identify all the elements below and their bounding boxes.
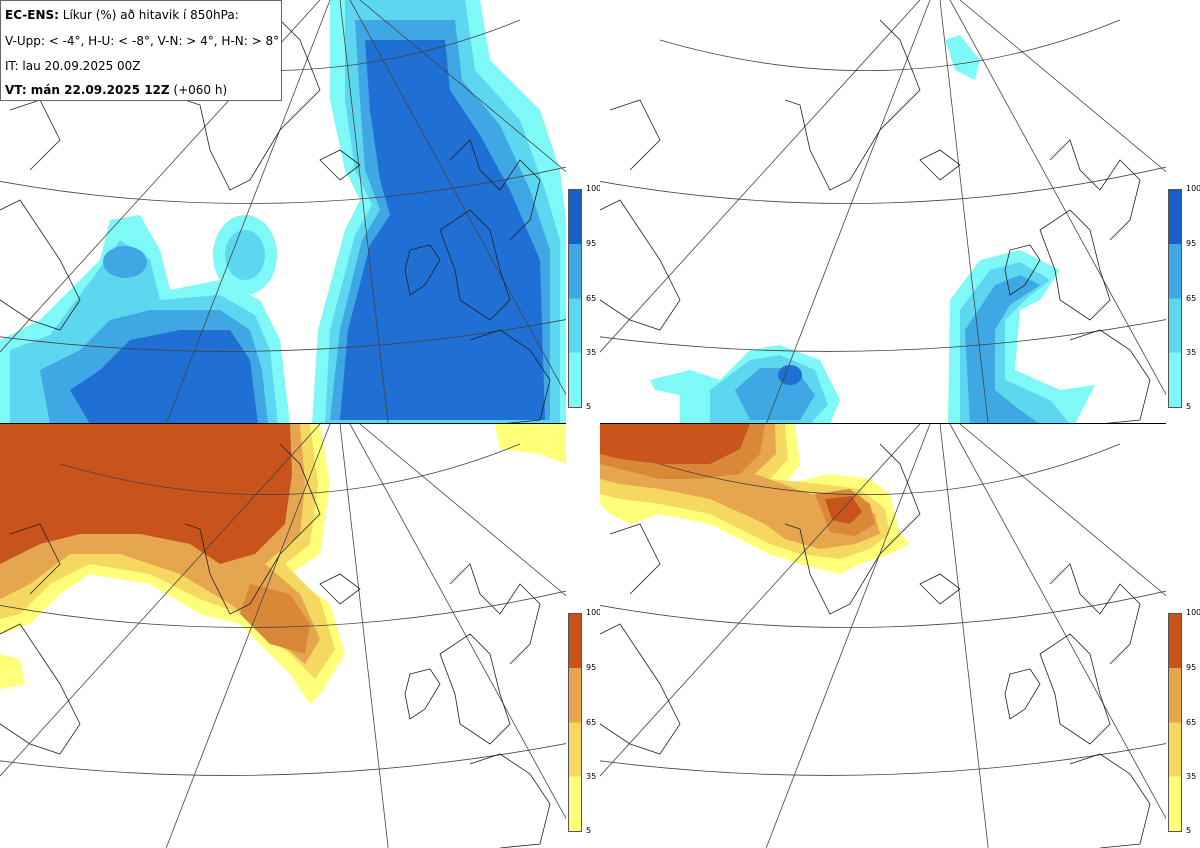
map-panel-top-right: 100 95 65 35 5 (600, 0, 1200, 424)
colorbar-tick: 65 (1186, 718, 1197, 727)
init-time: IT: lau 20.09.2025 00Z (5, 59, 141, 73)
panel-divider (0, 423, 566, 424)
colorbar (1168, 189, 1182, 408)
map-panel-top-left: 100 95 65 35 5 EC-ENS: Líkur (%) að hita… (0, 0, 601, 424)
colorbar-tick: 65 (1186, 294, 1197, 303)
coastlines (600, 443, 1151, 848)
colorbar-tick: 35 (586, 348, 597, 357)
title-line: EC-ENS: Líkur (%) að hitavik í 850hPa: (5, 8, 239, 22)
colorbar-tick: 65 (586, 718, 597, 727)
colorbar-tick: 95 (1186, 239, 1197, 248)
map-canvas (0, 0, 566, 424)
colorbar-tick: 35 (1186, 348, 1197, 357)
probability-field (600, 424, 910, 574)
colorbar-tick: 100 (1186, 608, 1200, 617)
model-name: EC-ENS: (5, 8, 59, 22)
threshold-line: V-Upp: < -4°, H-U: < -8°, V-N: > 4°, H-N… (5, 34, 280, 48)
colorbar (568, 613, 582, 832)
colorbar-tick: 5 (1186, 402, 1192, 411)
colorbar-tick: 95 (586, 239, 597, 248)
probability-field (0, 0, 566, 424)
colorbar-tick: 100 (586, 184, 602, 193)
probability-field (0, 424, 566, 704)
colorbar (1168, 613, 1182, 832)
colorbar-legend: 100 95 65 35 5 (568, 185, 608, 411)
colorbar-legend: 100 95 65 35 5 (568, 609, 608, 835)
colorbar-legend: 100 95 65 35 5 (1168, 185, 1200, 411)
colorbar-tick: 5 (586, 402, 592, 411)
info-box: EC-ENS: Líkur (%) að hitavik í 850hPa: V… (0, 0, 282, 101)
graticule (600, 0, 1166, 424)
colorbar-tick: 35 (586, 772, 597, 781)
map-panel-bottom-left: 100 95 65 35 5 (0, 424, 601, 848)
probability-field (650, 35, 1095, 424)
forecast-hour: (+060 h) (169, 83, 228, 97)
coastlines (0, 443, 551, 848)
map-panel-bottom-right: 100 95 65 35 5 (600, 424, 1200, 848)
valid-time-line: VT: mán 22.09.2025 12Z (+060 h) (5, 83, 227, 97)
map-canvas (0, 424, 566, 848)
colorbar-tick: 65 (586, 294, 597, 303)
map-canvas (600, 0, 1166, 424)
colorbar-tick: 35 (1186, 772, 1197, 781)
coastlines (600, 19, 1151, 424)
graticule (600, 424, 1166, 848)
coastlines (0, 19, 551, 424)
panel-divider (600, 423, 1166, 424)
colorbar-tick: 100 (1186, 184, 1200, 193)
colorbar-tick: 5 (1186, 826, 1192, 835)
map-canvas (600, 424, 1166, 848)
colorbar-tick: 100 (586, 608, 602, 617)
graticule (0, 424, 566, 848)
valid-time: VT: mán 22.09.2025 12Z (5, 83, 170, 97)
colorbar-tick: 95 (586, 663, 597, 672)
colorbar-legend: 100 95 65 35 5 (1168, 609, 1200, 835)
title-text: Líkur (%) að hitavik í 850hPa: (58, 8, 239, 22)
colorbar-tick: 95 (1186, 663, 1197, 672)
colorbar-tick: 5 (586, 826, 592, 835)
colorbar (568, 189, 582, 408)
